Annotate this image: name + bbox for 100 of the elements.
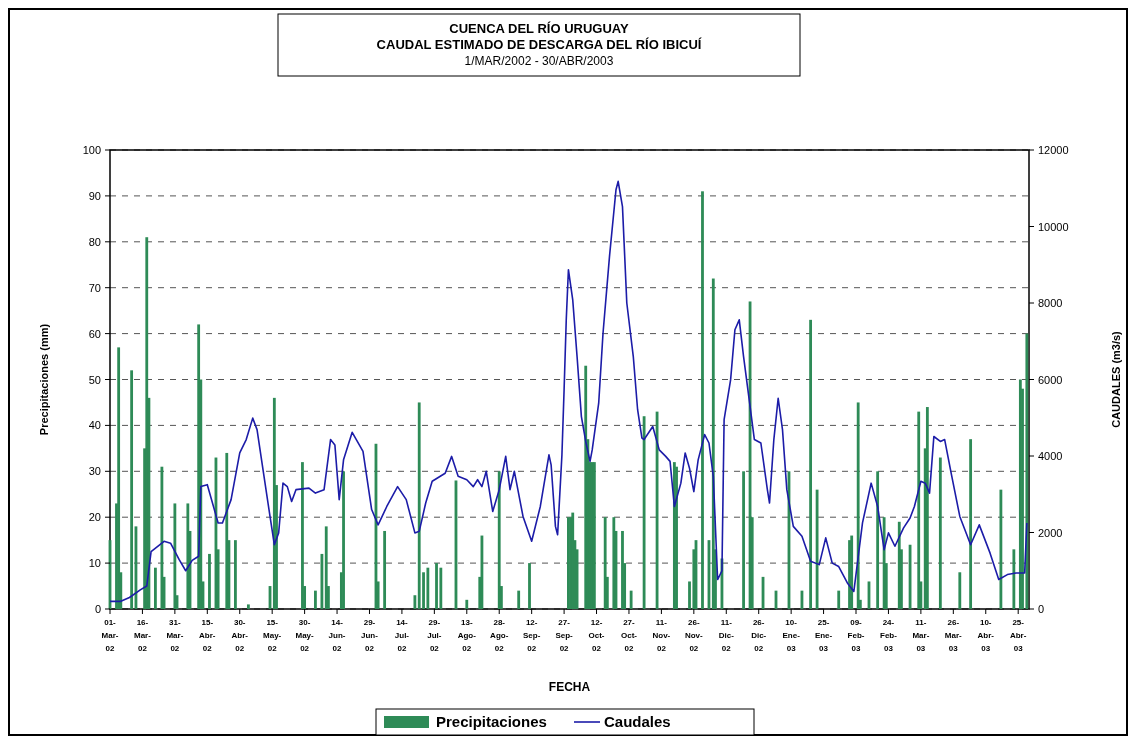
x-tick-label: 11-Mar-03 [912,618,930,653]
bar [876,471,880,609]
y2-tick-label: 0 [1038,603,1045,615]
x-tick-label: 28-Ago-02 [490,618,509,653]
bar [629,590,633,609]
bar [145,237,149,609]
bar [675,466,678,609]
x-tick-label: 01-Mar-02 [101,618,119,653]
x-tick-label: 29-Jul-02 [427,618,442,653]
y2-tick-label: 2000 [1038,526,1063,539]
bar [612,517,616,609]
bar [154,567,157,609]
bar [958,572,962,609]
x-tick-label: 27-Oct-02 [620,618,638,653]
bar [417,402,421,609]
y-tick-label: 20 [88,511,101,524]
chart-subtitle: 1/MAR/2002 - 30/ABR/2003 [464,54,614,68]
x-tick-label: 29-Jun-02 [361,618,379,653]
x-tick-label: 15-May-02 [263,618,282,653]
bar [837,590,841,609]
x-tick-label: 11-Dic-02 [718,618,735,653]
y-tick-label: 60 [88,327,101,340]
line-series [109,180,1028,603]
bar [413,595,417,609]
x-tick-label: 09-Feb-03 [847,618,865,653]
bar [999,489,1003,609]
bar [234,540,237,609]
bar [642,416,646,609]
y2-axis-title: CAUDALES (m3/s) [1110,330,1122,428]
bar [969,439,973,609]
y2-tick-label: 6000 [1038,373,1063,386]
x-tick-label: 14-Jul-02 [394,618,410,653]
y2-tick-label: 10000 [1038,220,1069,233]
x-tick-label: 30-Abr-02 [231,618,249,653]
bar [856,402,860,609]
bar [208,553,211,609]
y-axis-title: Precipitaciones (mm) [38,323,50,436]
y2-tick-label: 8000 [1038,297,1063,309]
y-tick-label: 40 [88,419,101,432]
bar [809,319,813,609]
y-tick-label: 50 [88,373,101,386]
legend-label: Precipitaciones [436,713,547,730]
y-tick-label: 90 [88,189,101,202]
bar [701,191,704,609]
bar [917,411,921,609]
x-tick-label: 30-May-02 [295,618,315,653]
bar [1012,549,1016,609]
bar [117,347,121,609]
x-tick-label: 10-Ene-03 [782,618,801,653]
x-tick-label: 24-Feb-03 [880,618,898,653]
bar [465,599,469,609]
x-tick-label: 16-Mar-02 [133,618,152,653]
bar [130,370,134,609]
bar [439,567,443,609]
bar [301,462,304,609]
bar [314,590,317,609]
bar [517,590,521,609]
bar [925,407,929,609]
x-tick-label: 25-Ene-03 [814,618,833,653]
x-tick-label: 26-Dic-02 [751,618,767,653]
bar [711,278,715,609]
y-tick-label: 70 [88,281,101,294]
x-tick-label: 27-Sep-02 [555,618,574,653]
chart-title: CUENCA DEL RÍO URUGUAY CAUDAL ESTIMADO DE DESCARGA DEL RÍO IBICUÍ [376,21,702,52]
bar [173,503,177,609]
bar [1025,333,1029,609]
y-tick-label: 100 [82,144,101,156]
bar [246,604,250,609]
bar [603,517,607,609]
x-tick-label: 26-Mar-03 [944,618,963,653]
bar [342,471,345,609]
x-tick-label: 12-Oct-02 [588,618,605,653]
bar [528,563,531,609]
legend-label: Caudales [604,713,671,730]
x-tick-label: 14-Jun-02 [328,618,346,653]
bar [571,512,575,609]
bar [938,457,942,609]
y2-tick-label: 4000 [1038,450,1063,462]
x-tick-label: 31-Mar-02 [166,618,184,653]
bar [160,466,164,609]
x-tick-label: 10-Abr-03 [977,618,995,653]
x-tick-label: 26-Nov-02 [684,618,704,653]
y-tick-label: 0 [94,603,101,615]
x-tick-label: 12-Sep-02 [522,618,541,653]
x-tick-label: 25-Abr-03 [1009,618,1027,653]
y-tick-label: 30 [88,465,101,478]
bar [435,563,438,609]
x-tick-label: 13-Ago-02 [457,618,477,653]
bar [383,530,387,609]
x-tick-label: 11-Nov-02 [652,618,671,653]
x-axis-title: FECHA [548,680,591,694]
bar [186,503,190,609]
bar [426,567,430,609]
bar [850,535,854,609]
bar [324,526,328,609]
y2-tick-label: 12000 [1038,144,1069,156]
y-tick-label: 80 [88,235,101,248]
bar [225,452,229,609]
bar [497,471,501,609]
bar [742,471,745,609]
